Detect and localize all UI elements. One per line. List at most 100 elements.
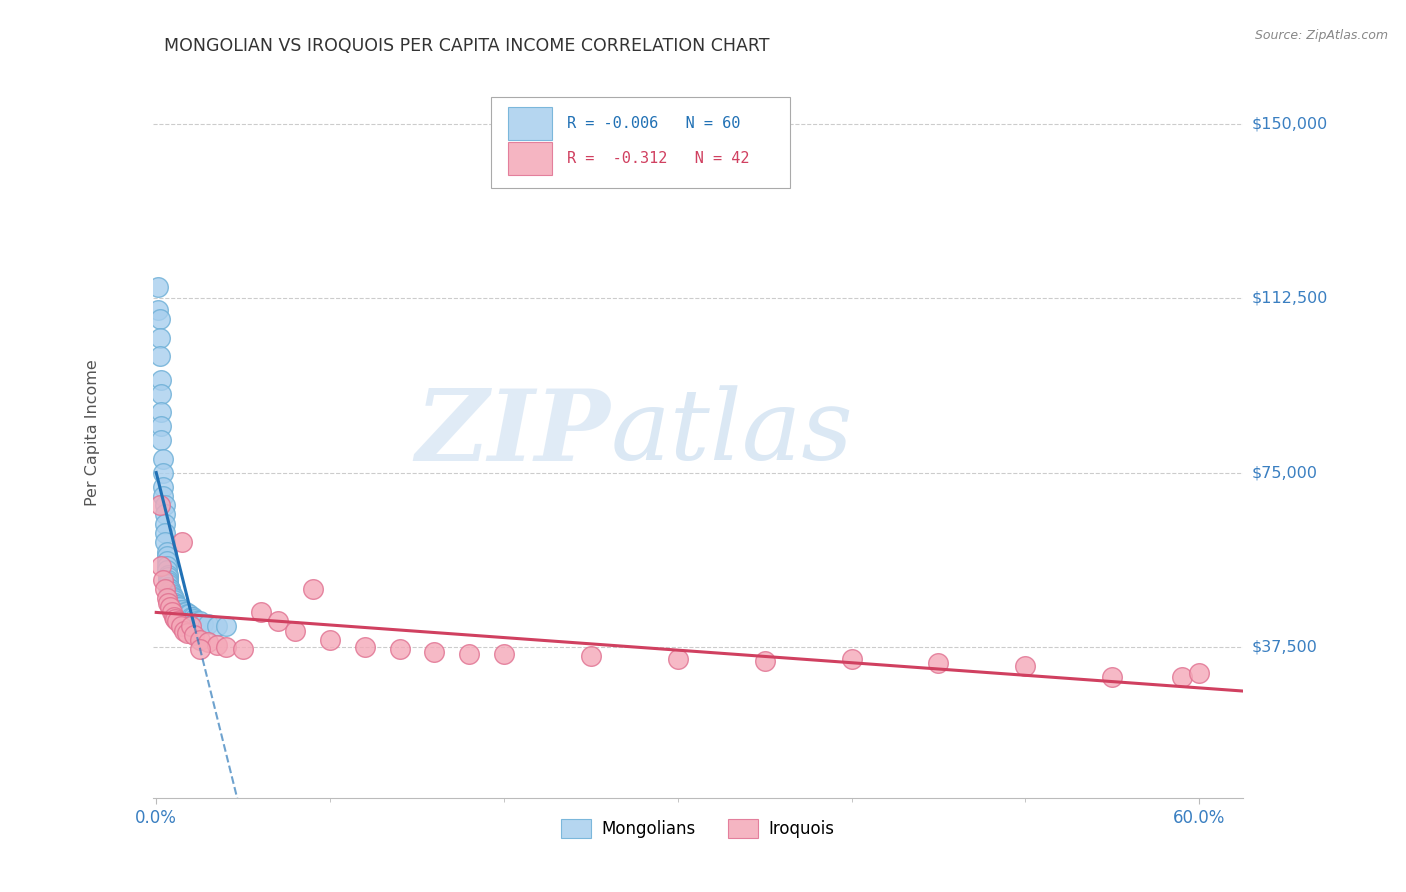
Point [157, 577, 180, 591]
Point [267, 615, 290, 629]
Point [149, 312, 172, 326]
Point [197, 635, 219, 649]
Point [157, 570, 180, 584]
Point [353, 640, 375, 654]
Point [156, 544, 179, 558]
Text: MONGOLIAN VS IROQUOIS PER CAPITA INCOME CORRELATION CHART: MONGOLIAN VS IROQUOIS PER CAPITA INCOME … [163, 37, 769, 55]
Point [156, 591, 179, 606]
Point [215, 619, 238, 633]
Point [157, 580, 180, 594]
Point [176, 626, 198, 640]
Text: $37,500: $37,500 [1251, 640, 1317, 655]
Point [215, 640, 238, 654]
Point [153, 582, 176, 596]
Point [156, 563, 179, 577]
Point [152, 489, 174, 503]
Point [186, 615, 208, 629]
Point [153, 526, 176, 541]
Point [162, 593, 184, 607]
Point [150, 386, 173, 401]
Point [166, 615, 188, 629]
Point [169, 619, 191, 633]
FancyBboxPatch shape [508, 107, 551, 139]
Point [152, 479, 174, 493]
Point [492, 647, 515, 661]
FancyBboxPatch shape [491, 97, 790, 188]
Point [188, 633, 211, 648]
Text: atlas: atlas [610, 385, 853, 481]
Point [159, 600, 181, 615]
Point [150, 558, 173, 573]
Point [167, 600, 190, 615]
Point [579, 649, 602, 664]
Point [166, 598, 188, 612]
Point [159, 586, 181, 600]
Point [319, 633, 342, 648]
Point [156, 558, 179, 573]
Point [284, 624, 307, 638]
Point [156, 549, 179, 564]
Point [160, 586, 183, 600]
Point [152, 466, 174, 480]
Point [153, 498, 176, 512]
Point [165, 612, 187, 626]
Point [1171, 670, 1194, 684]
Point [232, 642, 254, 657]
Point [172, 535, 194, 549]
Text: Per Capita Income: Per Capita Income [86, 359, 100, 507]
Point [423, 645, 446, 659]
Point [1101, 670, 1123, 684]
Point [169, 603, 191, 617]
Point [172, 603, 194, 617]
Point [1188, 665, 1211, 680]
Point [150, 433, 173, 447]
Text: $150,000: $150,000 [1251, 116, 1327, 131]
Text: ZIP: ZIP [416, 384, 610, 482]
Point [1014, 658, 1036, 673]
Point [156, 554, 179, 568]
Point [150, 373, 173, 387]
Point [165, 598, 187, 612]
Point [249, 605, 271, 619]
Point [176, 607, 198, 622]
Point [149, 349, 172, 363]
Point [183, 612, 205, 626]
Point [188, 615, 211, 629]
Point [173, 605, 195, 619]
Point [205, 619, 228, 633]
Point [159, 584, 181, 599]
Point [153, 535, 176, 549]
Point [666, 651, 689, 665]
Text: R =  -0.312   N = 42: R = -0.312 N = 42 [567, 151, 749, 166]
Point [159, 582, 181, 596]
Point [149, 331, 172, 345]
Point [160, 591, 183, 606]
Point [927, 657, 949, 671]
Point [183, 628, 205, 642]
Point [197, 616, 219, 631]
Point [180, 619, 202, 633]
Point [162, 591, 184, 606]
Point [150, 405, 173, 419]
Point [157, 573, 180, 587]
Point [205, 638, 228, 652]
Point [165, 596, 187, 610]
Text: R = -0.006   N = 60: R = -0.006 N = 60 [567, 116, 741, 131]
Point [157, 568, 180, 582]
Point [174, 605, 197, 619]
Point [152, 573, 174, 587]
Point [181, 609, 204, 624]
Point [146, 302, 169, 317]
Point [159, 582, 181, 596]
Point [153, 516, 176, 531]
Point [157, 574, 180, 589]
Point [162, 609, 184, 624]
Point [188, 642, 211, 657]
Point [160, 589, 183, 603]
Point [149, 498, 172, 512]
Point [180, 609, 202, 624]
Point [153, 508, 176, 522]
Point [146, 279, 169, 293]
Legend: Mongolians, Iroquois: Mongolians, Iroquois [554, 812, 841, 845]
FancyBboxPatch shape [508, 143, 551, 175]
